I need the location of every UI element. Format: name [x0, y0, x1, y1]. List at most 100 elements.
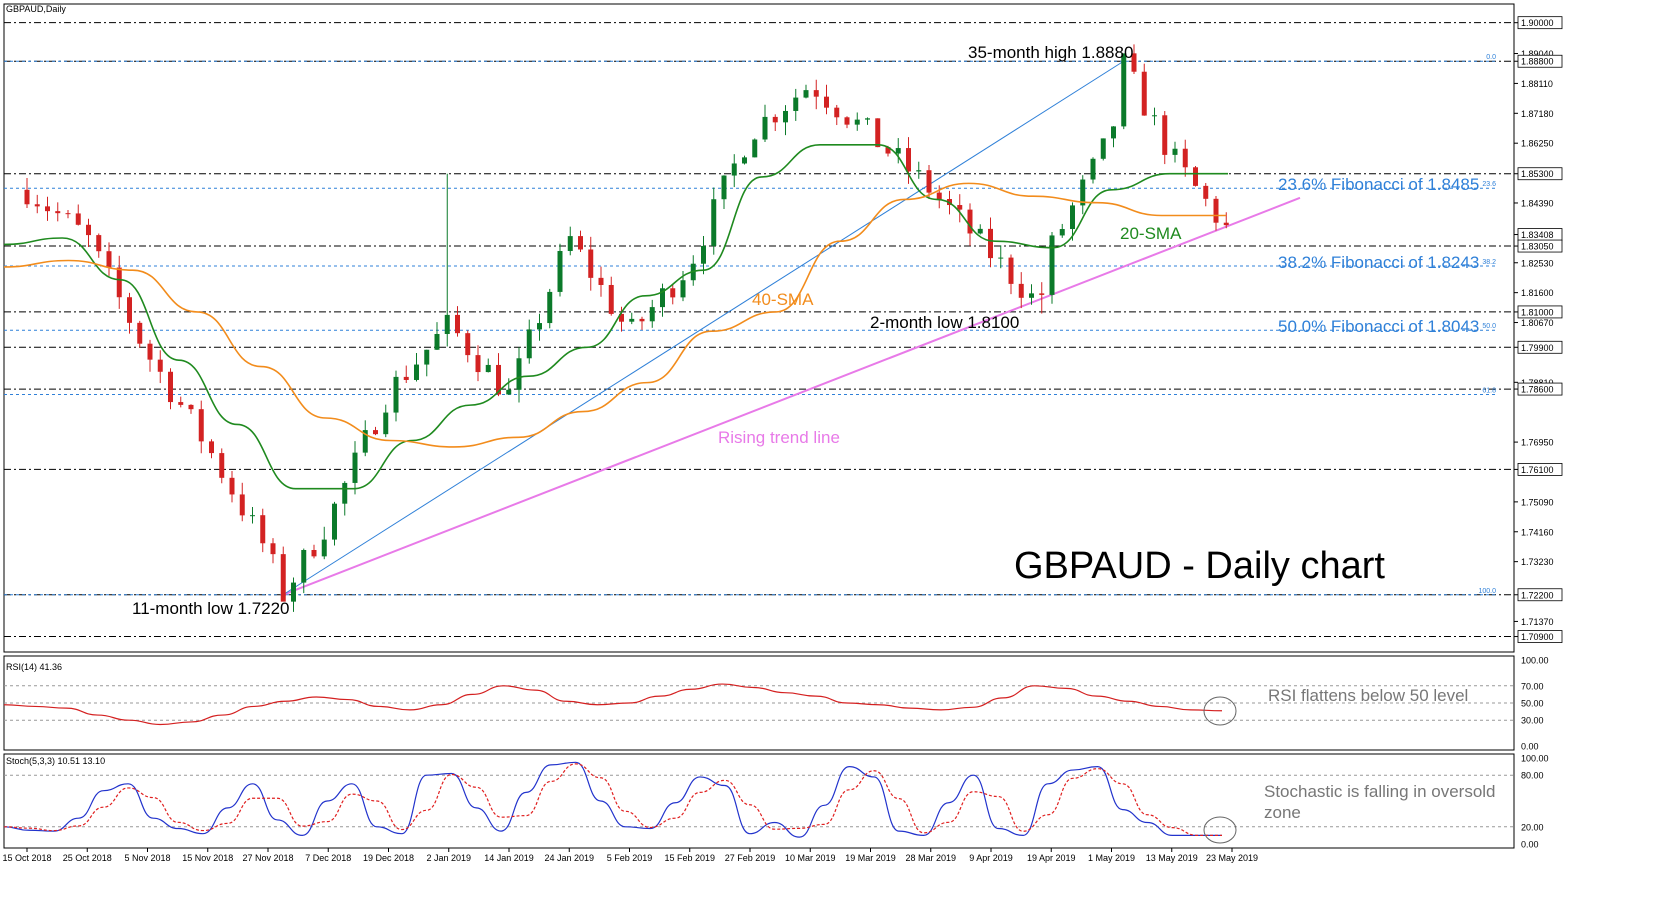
- candle-body: [86, 224, 91, 236]
- price-tick-label: 1.90000: [1521, 18, 1554, 28]
- candle: [106, 242, 112, 276]
- candle-body: [1090, 158, 1096, 180]
- candle-body: [198, 409, 204, 442]
- candle-body: [496, 364, 501, 395]
- candle: [1141, 63, 1147, 116]
- candle-body: [977, 228, 983, 234]
- candle: [854, 112, 860, 131]
- price-tick-label: 1.84390: [1521, 198, 1554, 208]
- fib-tag: 23.6: [1482, 181, 1496, 188]
- candle-body: [455, 314, 460, 334]
- fib-label-50-0: 50.0% Fibonacci of 1.8043: [1278, 317, 1479, 336]
- price-tag-box: [1517, 54, 1563, 68]
- price-tag-box: [1517, 16, 1563, 30]
- candle-body: [1080, 179, 1086, 206]
- candle-body: [701, 245, 706, 264]
- candle: [742, 155, 747, 165]
- candle: [393, 370, 399, 422]
- candle-body: [485, 364, 491, 373]
- fib-tag: 61.8: [1482, 388, 1496, 395]
- candle: [1172, 141, 1178, 163]
- price-tick-label: 1.70900: [1521, 632, 1554, 642]
- candle: [1029, 284, 1034, 305]
- candle: [1152, 107, 1157, 126]
- price-tick-label: 1.87180: [1521, 109, 1554, 119]
- date-tick-label: 27 Feb 2019: [725, 853, 776, 863]
- candle-body: [137, 322, 143, 344]
- trend-lines: [282, 60, 1301, 596]
- candle: [793, 88, 799, 121]
- date-tick-label: 13 May 2019: [1146, 853, 1198, 863]
- stoch-label: Stoch(5,3,3) 10.51 13.10: [6, 756, 105, 766]
- symbol-label: GBPAUD,Daily: [6, 4, 66, 14]
- candle: [362, 420, 368, 457]
- date-tick-label: 15 Feb 2019: [664, 853, 715, 863]
- price-tick-label: 1.72200: [1521, 590, 1554, 600]
- candle: [639, 316, 645, 330]
- candle-body: [824, 96, 829, 108]
- fib-tag: 50.0: [1482, 323, 1496, 330]
- candle-body: [506, 389, 512, 395]
- candle: [157, 350, 163, 384]
- price-tag-box: [1517, 588, 1563, 602]
- candle: [1213, 195, 1219, 231]
- candle-body: [352, 452, 358, 483]
- candle-body: [1029, 293, 1034, 298]
- date-tick-label: 27 Nov 2018: [242, 853, 293, 863]
- candle: [598, 266, 604, 297]
- candle-body: [844, 117, 850, 125]
- candle: [834, 104, 840, 126]
- candle-body: [1121, 53, 1127, 127]
- candle: [516, 347, 522, 403]
- candle: [1203, 182, 1209, 207]
- candle-body: [1213, 198, 1219, 223]
- candle: [865, 117, 870, 125]
- candle: [1162, 111, 1168, 165]
- candle-body: [475, 355, 481, 373]
- stoch-note-line1: Stochastic is falling in oversold: [1264, 782, 1496, 801]
- price-tick-label: 1.78600: [1521, 385, 1554, 395]
- candle-body: [1008, 257, 1014, 284]
- candle-body: [670, 288, 676, 298]
- candle-body: [547, 291, 553, 324]
- candle-body: [588, 249, 594, 278]
- candle-body: [762, 116, 768, 140]
- chart-title: GBPAUD - Daily chart: [1014, 545, 1385, 587]
- candle-body: [106, 251, 112, 268]
- candle-body: [116, 267, 122, 298]
- candle-body: [854, 119, 860, 125]
- candle: [260, 508, 266, 553]
- candle: [434, 322, 440, 351]
- candle: [1039, 282, 1045, 314]
- candle: [844, 116, 850, 129]
- candle: [147, 339, 153, 372]
- candle-body: [239, 494, 245, 516]
- price-tag-box: [1517, 463, 1563, 476]
- candle-body: [444, 314, 450, 334]
- candle: [1131, 44, 1137, 74]
- candle-body: [342, 482, 348, 504]
- candle: [168, 368, 173, 410]
- rising-trend-line: [282, 196, 1301, 596]
- candle-body: [1203, 185, 1209, 199]
- stoch-note-line2: zone: [1264, 803, 1301, 822]
- candle: [660, 283, 665, 317]
- candle-body: [660, 288, 665, 308]
- candle: [250, 507, 255, 524]
- candle: [229, 470, 235, 503]
- annotation-rising-trend-line: Rising trend line: [718, 428, 840, 447]
- price-tick-label: 1.88800: [1521, 57, 1554, 67]
- price-tick-label: 1.76100: [1521, 465, 1554, 475]
- date-tick-label: 15 Oct 2018: [2, 853, 51, 863]
- candle: [1121, 53, 1127, 130]
- candle-body: [557, 250, 563, 292]
- candle-body: [834, 107, 840, 118]
- candle-body: [250, 515, 255, 517]
- candle: [895, 138, 901, 164]
- candle-body: [219, 453, 225, 478]
- annotation-40-sma: 40-SMA: [752, 290, 814, 309]
- candle: [178, 396, 184, 408]
- candle: [485, 358, 491, 373]
- candle: [65, 210, 71, 219]
